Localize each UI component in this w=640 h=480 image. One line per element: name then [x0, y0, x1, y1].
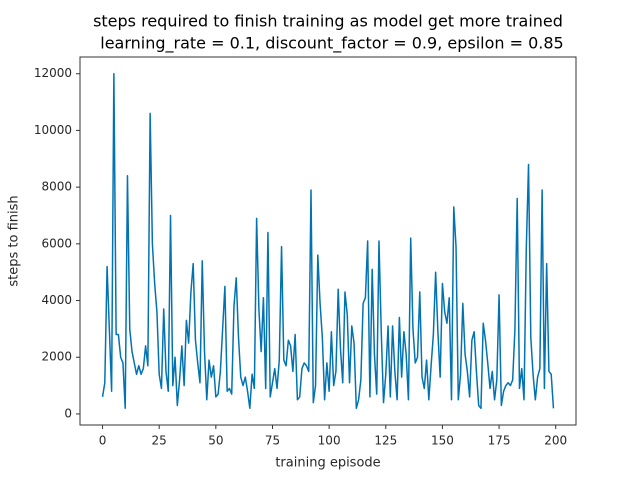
x-tick-label: 25 — [152, 434, 167, 448]
y-tick-label: 12000 — [34, 66, 72, 80]
y-tick-label: 8000 — [41, 180, 72, 194]
y-tick-label: 4000 — [41, 293, 72, 307]
x-tick-label: 125 — [374, 434, 397, 448]
x-axis-label: training episode — [275, 456, 380, 471]
chart-subtitle: learning_rate = 0.1, discount_factor = 0… — [100, 34, 563, 54]
y-axis-label: steps to finish — [7, 195, 22, 286]
chart-title: steps required to finish training as mod… — [93, 12, 563, 31]
plot-frame — [79, 56, 577, 426]
y-tick-label: 6000 — [41, 236, 72, 250]
y-tick-label: 0 — [64, 406, 72, 420]
y-tick-label: 2000 — [41, 350, 72, 364]
x-tick-label: 0 — [99, 434, 107, 448]
x-tick-label: 175 — [488, 434, 511, 448]
x-tick-label: 200 — [544, 434, 567, 448]
y-tick-label: 10000 — [34, 123, 72, 137]
x-tick-label: 150 — [431, 434, 454, 448]
x-tick-label: 50 — [208, 434, 223, 448]
x-tick-label: 100 — [318, 434, 341, 448]
data-line — [101, 72, 555, 410]
x-tick-label: 75 — [265, 434, 280, 448]
